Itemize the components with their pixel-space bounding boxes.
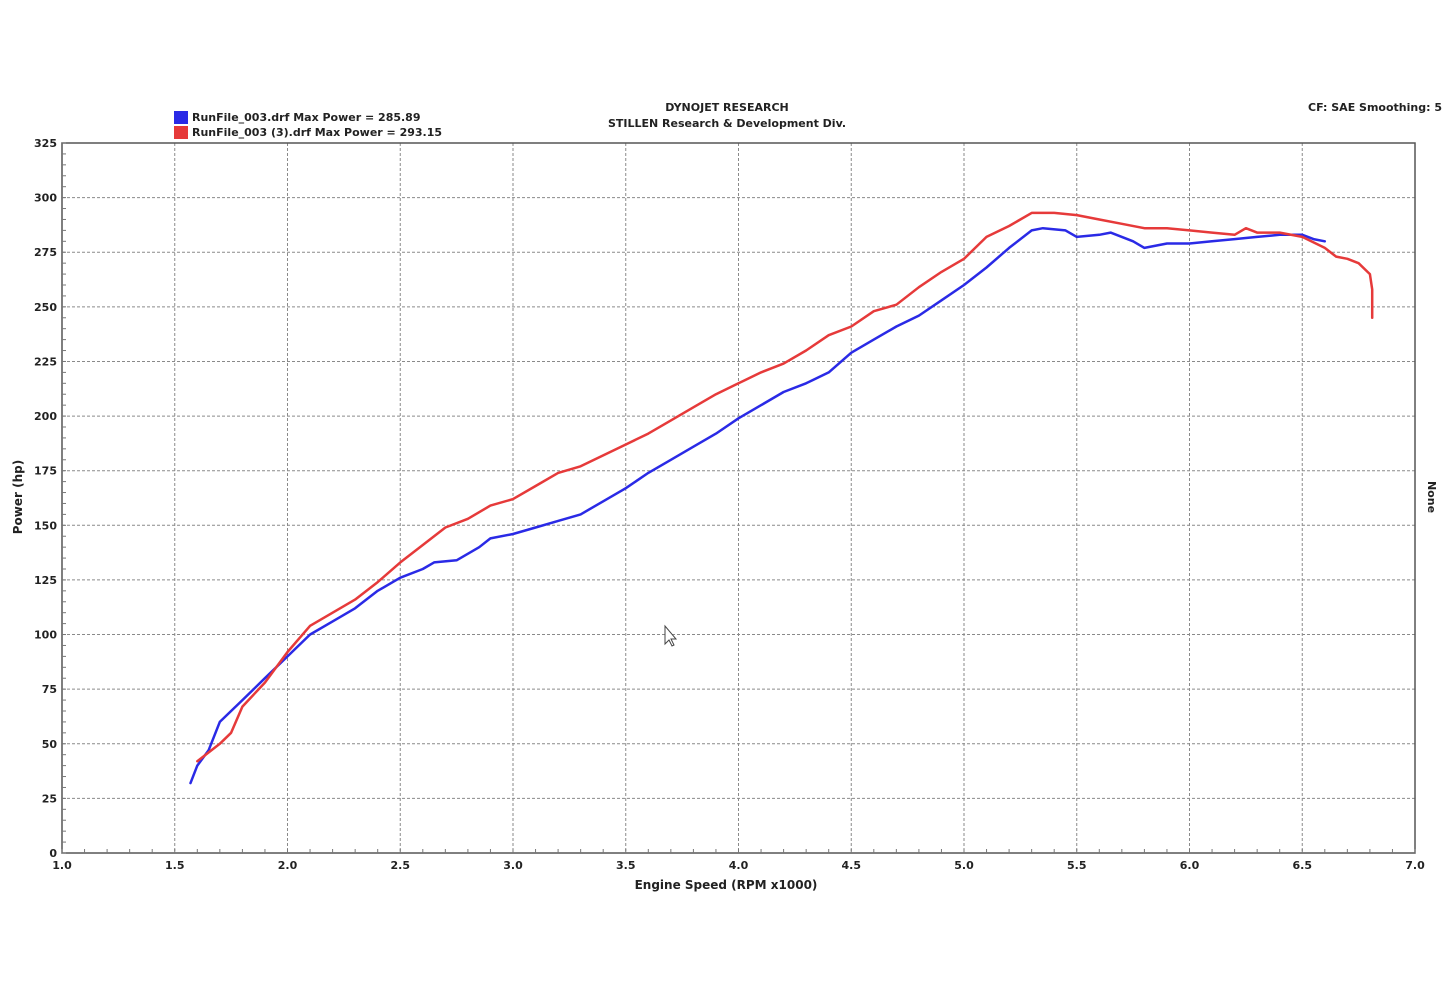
x-tick-label: 4.5 (842, 859, 862, 872)
x-tick-label: 4.0 (729, 859, 749, 872)
y-tick-label: 200 (34, 410, 57, 423)
x-axis-title: Engine Speed (RPM x1000) (635, 878, 818, 892)
y-tick-label: 0 (49, 847, 57, 860)
series-line-2 (196, 211, 1374, 763)
y-tick-label: 150 (34, 519, 57, 532)
legend: RunFile_003.drf Max Power = 285.89 RunFi… (174, 111, 442, 139)
x-tick-labels: 1.0 1.5 2.0 2.5 3.0 3.5 4.0 4.5 5.0 5.5 6.0 6.5 7.0 (52, 859, 1425, 872)
chart-background (0, 100, 1445, 895)
x-tick-label: 2.0 (278, 859, 298, 872)
x-tick-label: 5.0 (954, 859, 974, 872)
y-tick-label: 175 (34, 465, 57, 478)
tick-marks (61, 142, 1416, 854)
x-tick-label: 7.0 (1405, 859, 1425, 872)
legend-swatch-series-2 (174, 126, 188, 139)
grid (62, 143, 1415, 853)
y-tick-label: 50 (42, 738, 58, 751)
chart-title: DYNOJET RESEARCH (665, 101, 788, 114)
y-tick-label: 25 (42, 792, 57, 805)
x-tick-label: 1.0 (52, 859, 72, 872)
y-tick-label: 125 (34, 574, 57, 587)
y-tick-label: 225 (34, 355, 57, 368)
y-tick-labels: 0 25 50 75 100 125 150 175 200 225 250 275 300 325 (34, 137, 57, 860)
x-tick-label: 6.5 (1293, 859, 1313, 872)
legend-label-series-2: RunFile_003 (3).drf Max Power = 293.15 (192, 126, 442, 139)
x-tick-label: 3.0 (503, 859, 523, 872)
y-tick-label: 300 (34, 192, 57, 205)
x-tick-label: 1.5 (165, 859, 185, 872)
correction-factor-label: CF: SAE Smoothing: 5 (1308, 101, 1442, 114)
series-line-1 (189, 226, 1327, 785)
legend-label-series-1: RunFile_003.drf Max Power = 285.89 (192, 111, 421, 124)
x-tick-label: 3.5 (616, 859, 636, 872)
y-axis-title: Power (hp) (11, 460, 25, 534)
mouse-cursor-icon (664, 624, 678, 647)
legend-swatch-series-1 (174, 111, 188, 124)
x-tick-label: 5.5 (1067, 859, 1087, 872)
y-tick-label: 75 (42, 683, 57, 696)
y2-axis-title: None (1425, 481, 1438, 513)
x-tick-label: 6.0 (1180, 859, 1200, 872)
series (189, 211, 1374, 785)
x-tick-label: 2.5 (391, 859, 411, 872)
y-tick-label: 325 (34, 137, 57, 150)
y-tick-label: 250 (34, 301, 57, 314)
y-tick-label: 100 (34, 629, 57, 642)
chart-subtitle: STILLEN Research & Development Div. (608, 117, 846, 130)
y-tick-label: 275 (34, 246, 57, 259)
